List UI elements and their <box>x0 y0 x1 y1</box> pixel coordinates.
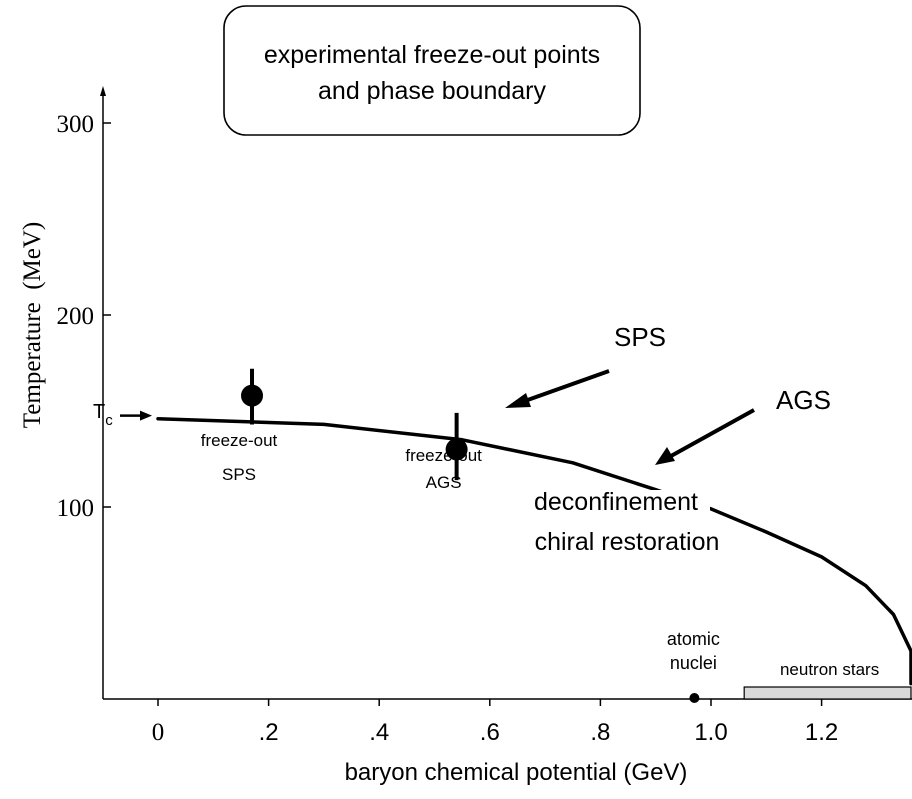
region-label-line-1: deconfinement <box>534 488 698 516</box>
y-axis-label: Temperature (MeV) <box>19 222 46 428</box>
chart-title-line-1: experimental freeze-out points <box>264 41 600 69</box>
atomic-nuclei-label-line-1: atomic <box>667 629 720 649</box>
tc-arrow-head <box>140 410 152 421</box>
freeze-out-label-line-2: SPS <box>222 465 256 484</box>
freeze-out-points: freeze-out SPS freeze-out AGS <box>201 368 482 492</box>
neutron-stars-bar <box>743 686 912 700</box>
sps-arrow: SPS <box>505 322 666 408</box>
tc-marker: Tc <box>93 401 152 429</box>
boundary-label-gap <box>520 490 710 515</box>
neutron-stars-region: neutron stars <box>743 660 912 700</box>
sps-arrow-head <box>505 393 531 408</box>
y-tick-label: 200 <box>57 303 95 330</box>
freeze-out-label-line-1: freeze-out <box>201 431 278 450</box>
ags-arrow: AGS <box>655 385 831 465</box>
title-box <box>223 5 641 136</box>
atomic-nuclei-marker: atomic nuclei <box>667 629 720 703</box>
x-tick-label: .6 <box>480 719 500 746</box>
atomic-nuclei-label-line-2: nuclei <box>670 653 717 673</box>
y-ticks: 100 200 300 <box>57 111 111 522</box>
tc-label-main: T <box>93 401 105 423</box>
x-tick-label: 1.0 <box>694 719 727 746</box>
freeze-out-label-line-1: freeze-out <box>405 446 482 465</box>
x-tick-label: .4 <box>369 719 389 746</box>
sps-arrow-shaft <box>521 369 610 404</box>
x-tick-label: 0 <box>152 719 165 746</box>
chart-title-line-2: and phase boundary <box>318 77 546 105</box>
x-tick-label: .2 <box>259 719 279 746</box>
freeze-out-point <box>241 384 264 407</box>
ags-arrow-shaft <box>670 408 755 458</box>
y-tick-label: 300 <box>57 111 95 138</box>
x-axis-label: baryon chemical potential (GeV) <box>345 759 688 786</box>
atomic-nuclei-dot <box>689 693 700 703</box>
freeze-out-label-line-2: AGS <box>426 473 462 492</box>
y-axis-arrowhead <box>100 86 106 96</box>
x-tick-label: 1.2 <box>805 719 838 746</box>
x-ticks: 0 .2 .4 .6 .8 1.0 1.2 <box>152 699 838 746</box>
region-label-line-2: chiral restoration <box>535 528 720 556</box>
freeze-out-point <box>445 438 468 461</box>
ags-arrow-label: AGS <box>776 385 831 415</box>
sps-arrow-label: SPS <box>614 322 666 352</box>
x-tick-label: .8 <box>590 719 610 746</box>
tc-label: Tc <box>93 401 113 429</box>
y-tick-label: 100 <box>57 495 95 522</box>
phase-boundary-line <box>156 416 912 686</box>
tc-label-subscript: c <box>105 412 113 429</box>
neutron-stars-label: neutron stars <box>780 660 879 679</box>
ags-arrow-head <box>655 447 675 465</box>
